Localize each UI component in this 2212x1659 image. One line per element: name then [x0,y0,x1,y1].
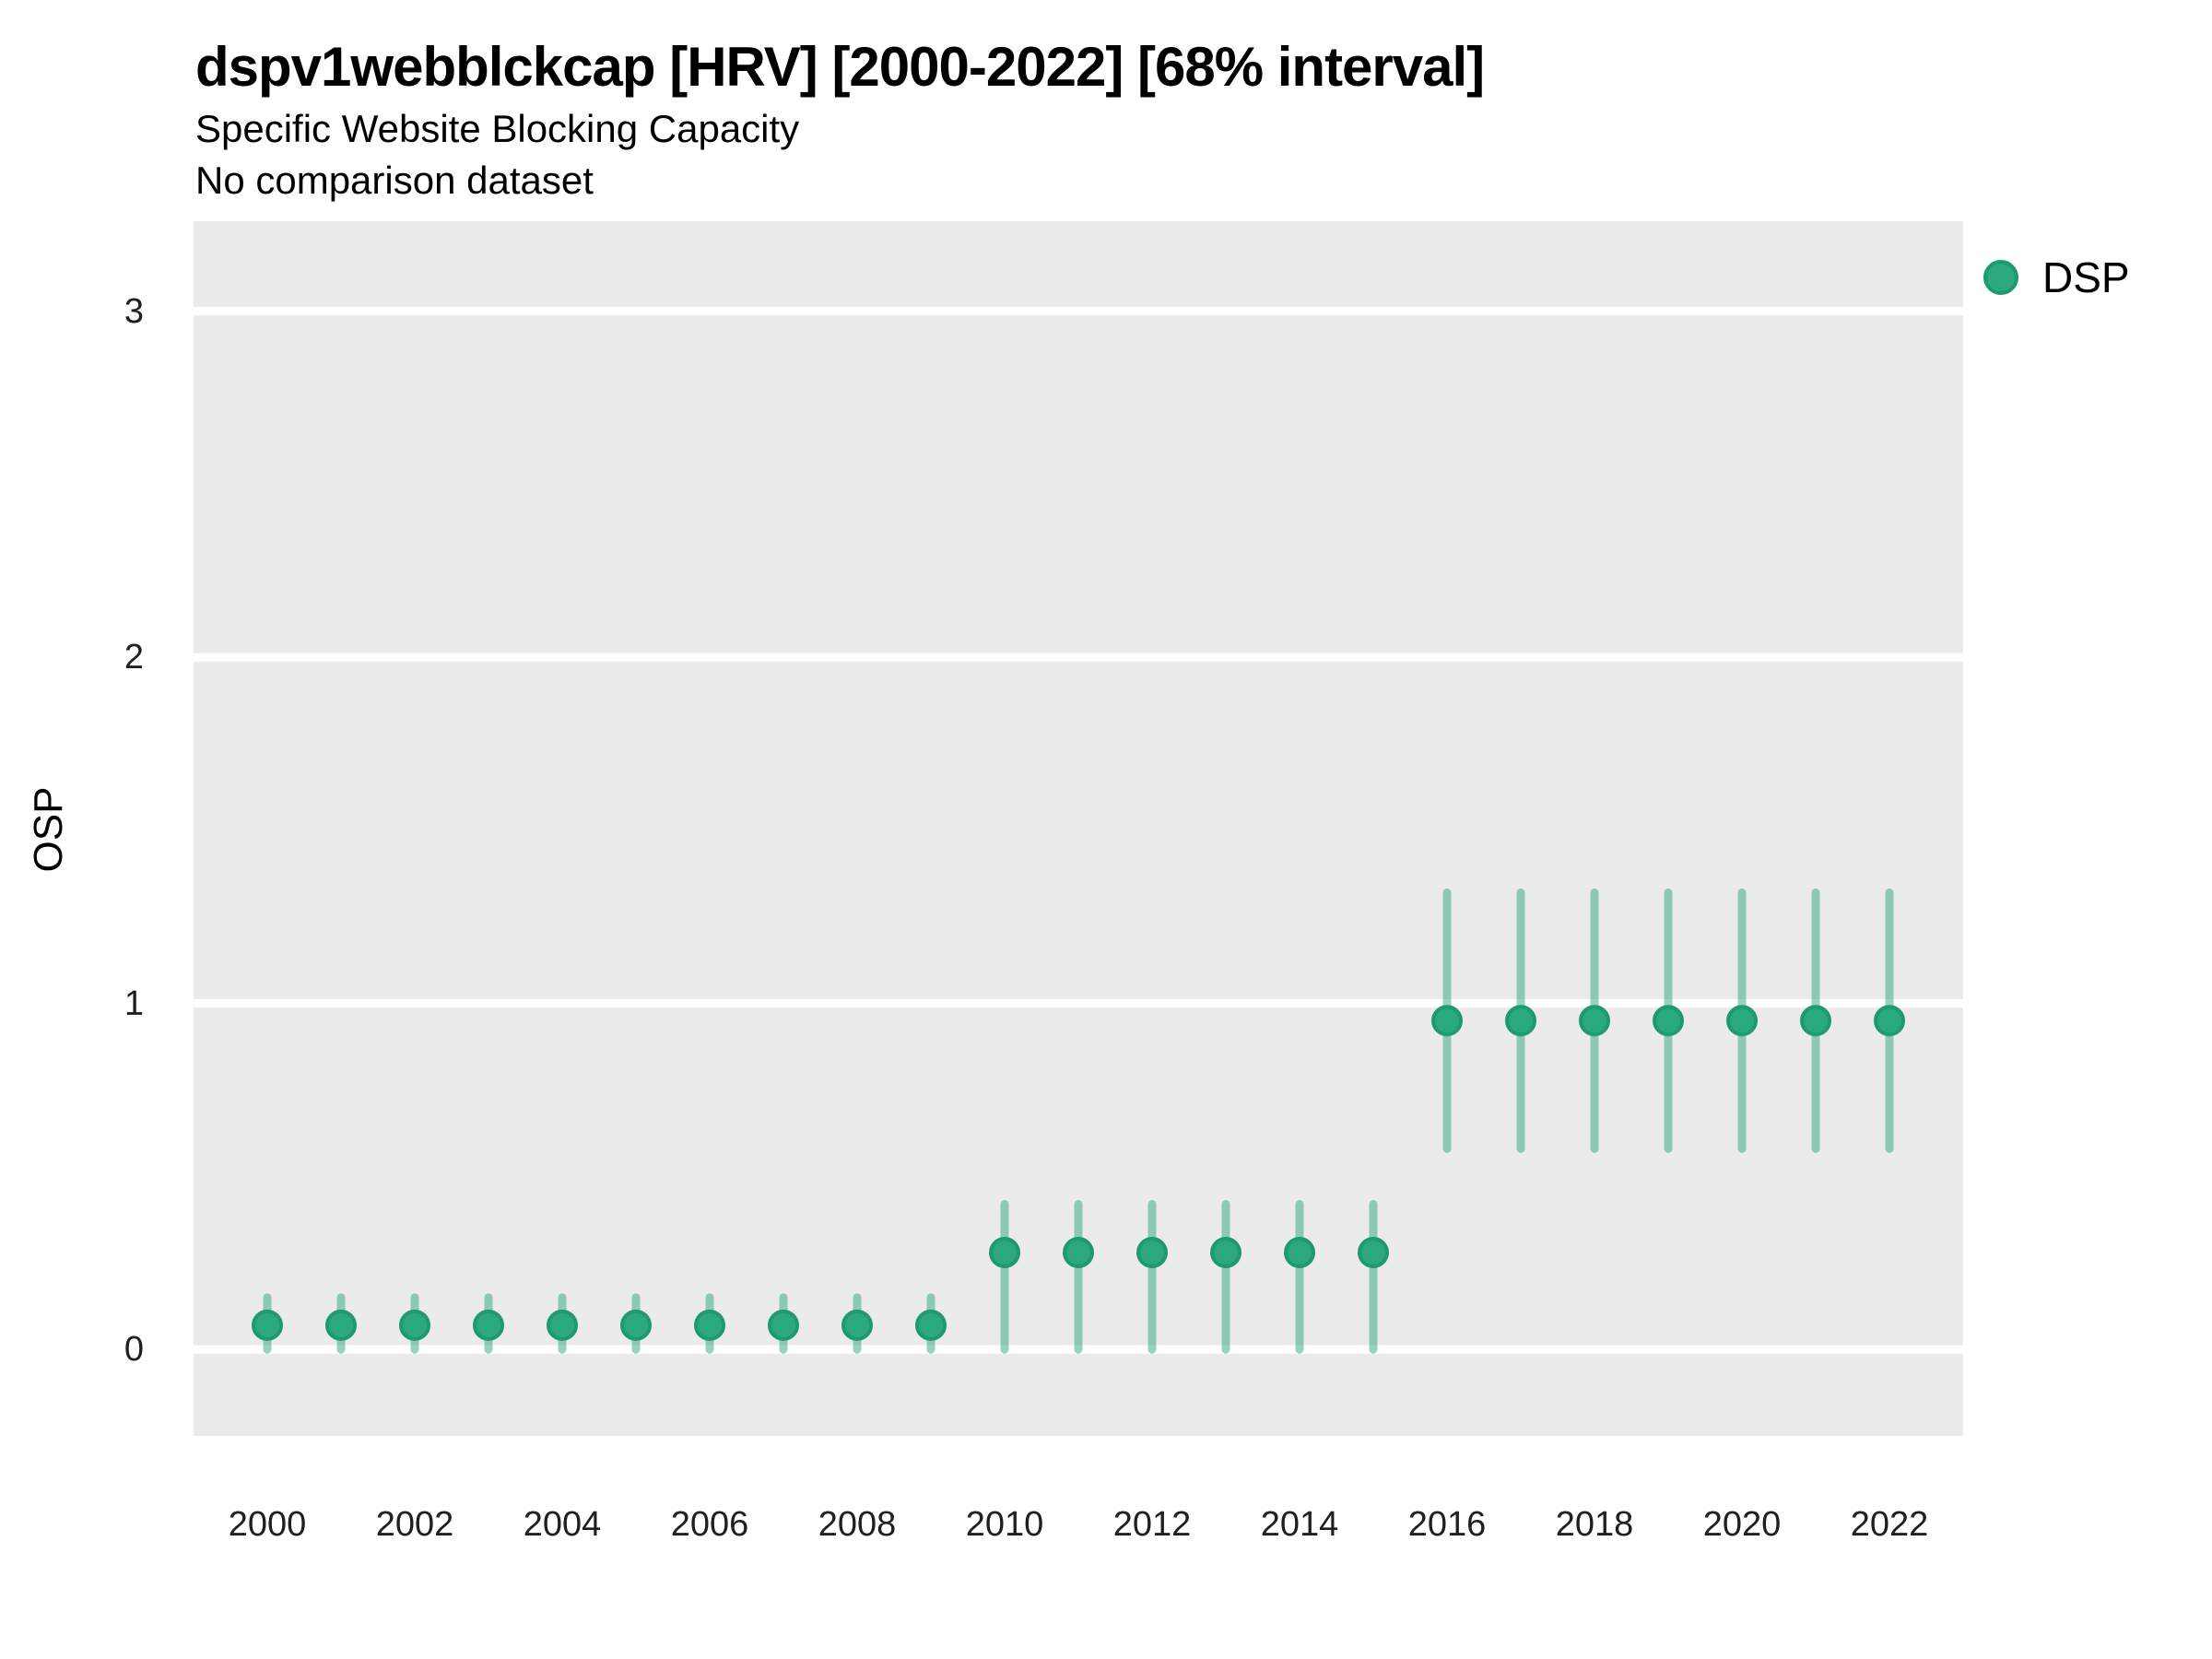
data-point-2001 [325,1309,357,1341]
data-point-2019 [1653,1005,1684,1037]
data-point-2007 [768,1309,799,1341]
data-point-2015 [1358,1236,1389,1268]
pointrange-plot [194,307,1963,1354]
legend: DSP [1983,253,2130,302]
chart-title: dspv1webblckcap [HRV] [2000-2022] [68% i… [195,36,1485,98]
comparison-note: No comparison dataset [195,159,594,202]
data-point-2010 [989,1236,1020,1268]
data-point-2020 [1726,1005,1758,1037]
data-point-2009 [915,1309,947,1341]
x-tick-label-2018: 2018 [1555,1505,1634,1544]
x-tick-label-2002: 2002 [375,1505,454,1544]
data-point-2021 [1800,1005,1831,1037]
y-tick-label-0: 0 [124,1330,144,1370]
x-tick-label-2006: 2006 [670,1505,749,1544]
data-point-2008 [841,1309,873,1341]
y-tick-label-1: 1 [124,983,144,1023]
x-tick-label-2004: 2004 [523,1505,602,1544]
x-tick-label-2016: 2016 [1407,1505,1487,1544]
plot-panel [194,221,1963,1436]
x-tick-label-2010: 2010 [965,1505,1044,1544]
data-point-2012 [1136,1236,1168,1268]
data-point-2004 [547,1309,578,1341]
legend-point-icon [1983,260,2018,295]
data-point-2014 [1284,1236,1315,1268]
data-point-2022 [1874,1005,1905,1037]
legend-label: DSP [2042,253,2130,301]
data-point-2017 [1505,1005,1536,1037]
x-axis-tick-labels: 2000 2002 2004 2006 2008 2010 2012 2014 2016 2018… [194,1504,1963,1559]
x-tick-label-2020: 2020 [1702,1505,1782,1544]
x-tick-label-2022: 2022 [1850,1505,1929,1544]
x-tick-label-2014: 2014 [1260,1505,1339,1544]
data-point-2011 [1063,1236,1094,1268]
chart-subtitle: Specific Website Blocking Capacity [195,107,800,150]
x-tick-label-2008: 2008 [818,1505,897,1544]
y-tick-label-3: 3 [124,291,144,331]
y-axis-tick-labels: 0 1 2 3 [0,221,157,1436]
data-point-2002 [399,1309,430,1341]
y-tick-label-2: 2 [124,638,144,677]
data-point-2005 [620,1309,652,1341]
x-tick-label-2012: 2012 [1112,1505,1192,1544]
data-point-2016 [1431,1005,1463,1037]
x-tick-label-2000: 2000 [228,1505,307,1544]
data-point-2000 [252,1309,283,1341]
data-point-2006 [694,1309,725,1341]
data-point-2013 [1210,1236,1241,1268]
data-point-2018 [1579,1005,1610,1037]
data-point-2003 [473,1309,504,1341]
